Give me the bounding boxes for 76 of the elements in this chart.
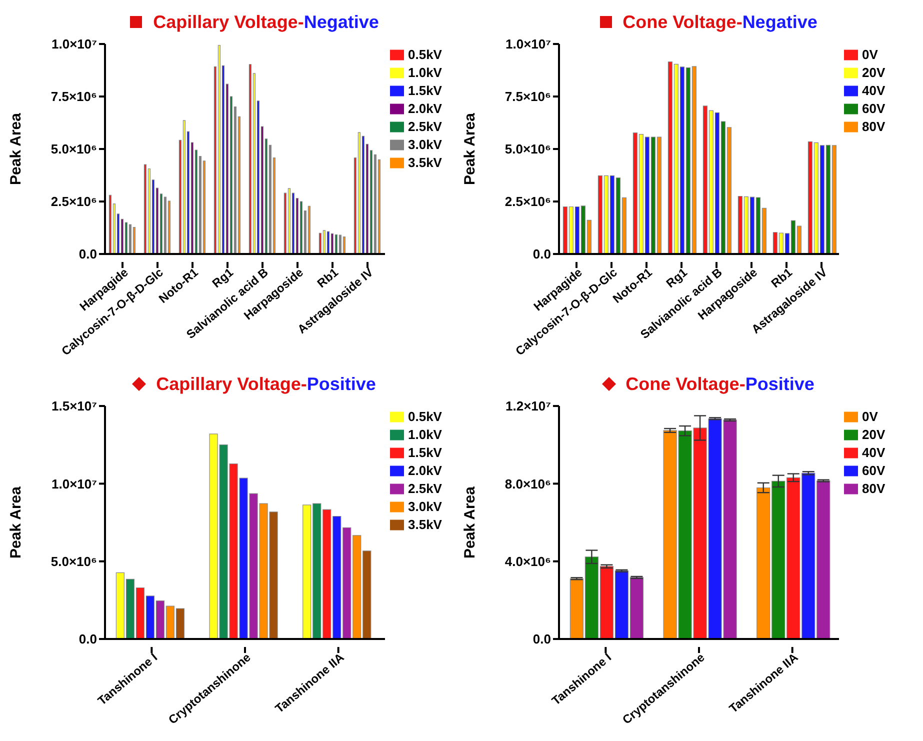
legend-label: 40V (862, 83, 886, 98)
bar (144, 164, 146, 254)
legend-label: 80V (862, 481, 886, 496)
bar (132, 227, 136, 254)
legend-label: 60V (862, 463, 886, 478)
bar (374, 154, 376, 254)
y-axis-title: Peak Area (461, 486, 478, 558)
chart-title: Cone Voltage-Positive (626, 374, 814, 394)
bar (124, 222, 128, 254)
y-axis-title: Peak Area (7, 486, 24, 558)
legend-label: 2.5kV (408, 119, 442, 134)
legend-label: 1.5kV (408, 445, 442, 460)
legend-label: 0.5kV (408, 47, 442, 62)
y-tick-label: 5.0×10⁶ (50, 554, 98, 569)
bar (318, 232, 322, 254)
y-tick-label: 1.0×10⁷ (506, 36, 551, 52)
y-tick-label: 0.0 (532, 632, 551, 647)
bar (322, 230, 326, 254)
chart-title: Capillary Voltage-Negative (153, 12, 379, 32)
bar (288, 188, 290, 254)
legend-label: 3.0kV (408, 499, 442, 514)
bar (338, 234, 342, 254)
y-tick-label: 4.0×10⁶ (504, 554, 552, 569)
y-tick-label: 0.0 (78, 632, 97, 647)
y-tick-label: 1.0×10⁷ (52, 476, 97, 492)
x-tick-label: Rg1 (209, 265, 236, 291)
y-tick-label: 1.5×10⁷ (52, 398, 97, 414)
bar (248, 64, 252, 254)
bar (218, 44, 220, 254)
bar (164, 196, 166, 254)
y-tick-label: 5.0×10⁶ (504, 142, 552, 157)
legend-label: 20V (862, 65, 886, 80)
bar (308, 206, 310, 254)
bar (362, 136, 364, 254)
y-tick-label: 1.2×10⁷ (506, 398, 551, 414)
y-tick-label: 0.0 (532, 246, 551, 262)
bar (148, 168, 150, 254)
bar (128, 224, 132, 254)
bar (326, 231, 330, 254)
legend-label: 0.5kV (408, 409, 442, 424)
legend-label: 40V (862, 445, 886, 460)
chart-title: Cone Voltage-Negative (622, 12, 818, 32)
legend-label: 0V (862, 47, 878, 62)
y-tick-label: 0.0 (78, 246, 97, 262)
legend-label: 80V (862, 119, 886, 134)
y-tick-label: 5.0×10⁶ (50, 142, 98, 157)
legend-label: 2.5kV (408, 481, 442, 496)
legend-label: 1.5kV (408, 83, 442, 98)
y-tick-label: 8.0×10⁶ (504, 476, 552, 492)
legend-label: 20V (862, 427, 886, 442)
y-axis-title: Peak Area (461, 112, 478, 185)
legend-label: 3.5kV (408, 517, 442, 532)
y-tick-label: 2.5×10⁶ (50, 194, 98, 210)
bar (300, 201, 302, 254)
legend-label: 2.0kV (408, 463, 442, 478)
x-tick-label: Rg1 (663, 265, 690, 291)
y-tick-label: 7.5×10⁶ (504, 89, 552, 104)
bar (330, 233, 334, 254)
y-tick-label: 7.5×10⁶ (50, 89, 98, 104)
y-tick-label: 1.0×10⁷ (52, 36, 97, 52)
legend-label: 0V (862, 409, 878, 424)
chart-title: Capillary Voltage-Positive (156, 374, 376, 394)
bar (334, 234, 338, 254)
bar (182, 120, 186, 254)
y-axis-title: Peak Area (7, 112, 24, 185)
legend-label: 3.5kV (408, 155, 442, 170)
bar (168, 200, 170, 254)
y-tick-label: 2.5×10⁶ (504, 194, 552, 210)
bar (358, 132, 360, 254)
bar (342, 236, 346, 254)
legend-label: 3.0kV (408, 137, 442, 152)
legend-label: 1.0kV (408, 427, 442, 442)
legend-label: 1.0kV (408, 65, 442, 80)
bar (108, 194, 112, 254)
legend-label: 2.0kV (408, 101, 442, 116)
legend-label: 60V (862, 101, 886, 116)
